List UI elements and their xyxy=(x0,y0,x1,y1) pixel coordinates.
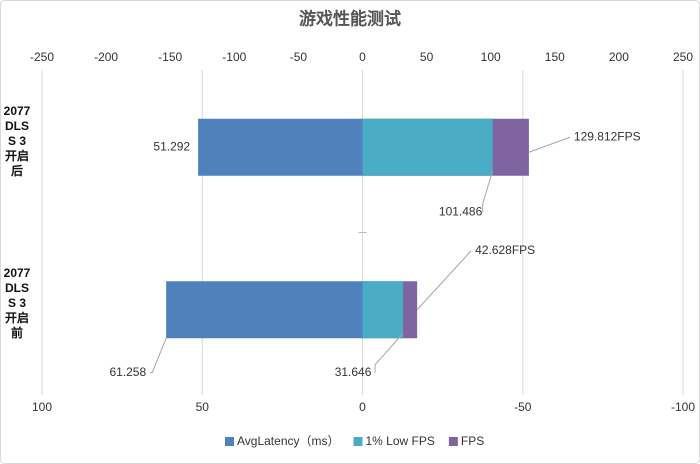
data-label: 42.628FPS xyxy=(475,243,535,257)
bar xyxy=(166,281,363,339)
leader-line xyxy=(374,332,404,373)
bar xyxy=(362,281,404,339)
bar xyxy=(362,118,493,176)
x-tick-label: 250 xyxy=(673,50,693,64)
leader-line xyxy=(528,136,571,153)
y-tick-label: 2077 DLSS 3 开启后 xyxy=(3,103,31,178)
bar xyxy=(198,118,363,176)
legend-label: 1% Low FPS xyxy=(366,434,435,448)
y-tick-label: 2077 DLSS 3 开启前 xyxy=(3,266,31,341)
leader-line xyxy=(482,170,494,213)
legend-label: FPS xyxy=(461,434,484,448)
legend-label: AvgLatency（ms） xyxy=(237,434,340,448)
x-tick-label: -150 xyxy=(158,50,182,64)
data-label: 61.258 xyxy=(109,365,146,379)
legend-swatch xyxy=(448,437,458,446)
x-tick-label: -250 xyxy=(30,50,54,64)
x-tick-label: 200 xyxy=(609,50,629,64)
x-tick-label: -200 xyxy=(94,50,118,64)
x-tick-label: 50 xyxy=(420,50,434,64)
x2-tick-label: 100 xyxy=(32,400,52,414)
legend-swatch xyxy=(225,437,234,446)
data-label: 51.292 xyxy=(153,139,190,153)
data-label: 31.646 xyxy=(335,365,372,379)
x2-tick-label: -100 xyxy=(671,400,695,414)
chart-title: 游戏性能测试 xyxy=(299,8,401,28)
x-tick-label: 100 xyxy=(481,50,501,64)
x-tick-label: -100 xyxy=(222,50,246,64)
x2-tick-label: 50 xyxy=(196,400,210,414)
legend-swatch xyxy=(353,437,363,446)
x2-tick-label: 0 xyxy=(359,400,366,414)
x-tick-label: 150 xyxy=(545,50,565,64)
data-label: 101.486 xyxy=(439,204,483,218)
leader-line xyxy=(150,338,167,374)
x2-tick-label: -50 xyxy=(514,400,532,414)
x-tick-label: -50 xyxy=(290,50,308,64)
leader-line xyxy=(416,250,472,311)
data-label: 129.812FPS xyxy=(574,129,641,143)
x-tick-label: 0 xyxy=(359,50,366,64)
